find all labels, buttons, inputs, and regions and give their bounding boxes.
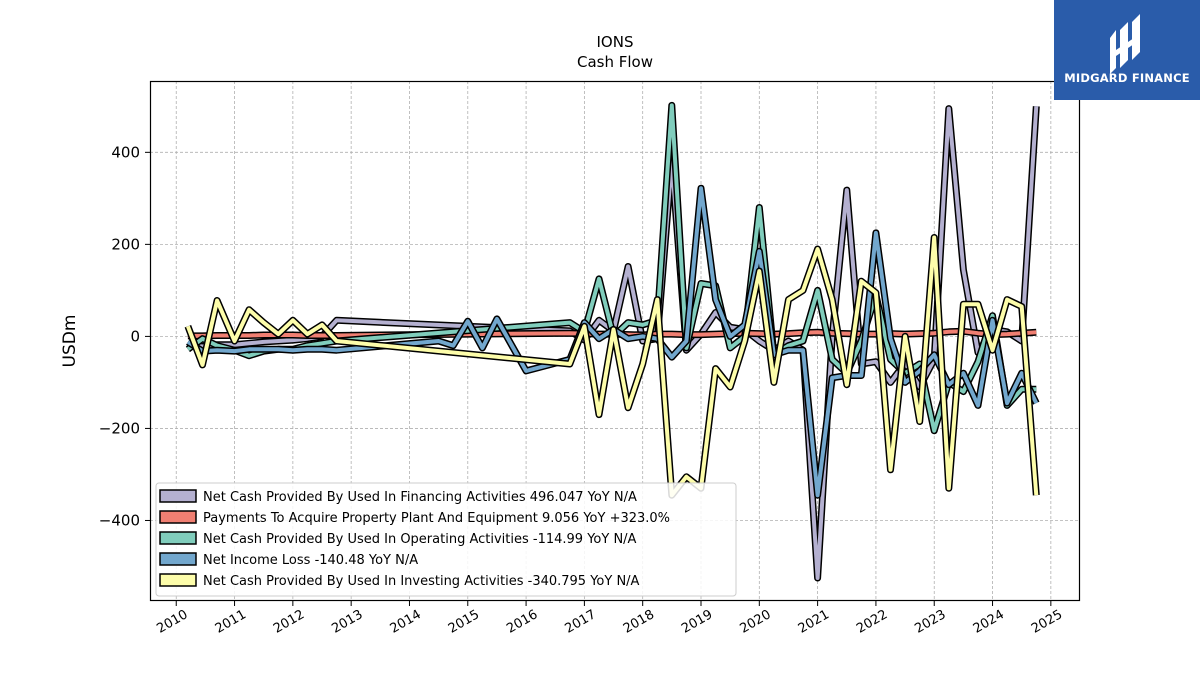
y-tick-label: −200 xyxy=(99,419,140,437)
legend-item: Net Income Loss -140.48 YoY N/A xyxy=(159,552,418,568)
legend-swatch xyxy=(159,489,197,503)
series-3 xyxy=(186,184,1040,499)
y-tick-label: 400 xyxy=(111,143,140,161)
legend-item: Net Cash Provided By Used In Investing A… xyxy=(159,573,640,589)
plot-frame xyxy=(149,80,1081,602)
series-lines xyxy=(184,101,1040,582)
legend-label: Net Cash Provided By Used In Financing A… xyxy=(203,490,637,505)
logo-crossbar xyxy=(1116,38,1134,56)
legend-item: Net Cash Provided By Used In Financing A… xyxy=(159,489,637,505)
series-line xyxy=(186,186,1039,498)
y-tick-label: 200 xyxy=(111,235,140,253)
y-tick-label: 0 xyxy=(130,327,140,345)
legend-swatch xyxy=(159,552,197,566)
brand-name: MIDGARD FINANCE xyxy=(1064,71,1190,85)
brand-logo: MIDGARD FINANCE xyxy=(1054,0,1200,100)
legend: Net Cash Provided By Used In Financing A… xyxy=(155,482,737,597)
legend-swatch xyxy=(159,573,197,587)
legend-label: Net Cash Provided By Used In Operating A… xyxy=(203,532,637,547)
logo-stroke-right xyxy=(1132,14,1140,60)
chart-title: IONS xyxy=(597,33,634,51)
series-line xyxy=(187,329,1037,338)
y-axis-ticks: 400 200 0 −200 −400 xyxy=(99,143,150,529)
legend-item: Payments To Acquire Property Plant And E… xyxy=(159,510,670,526)
logo-stroke-left xyxy=(1110,30,1116,74)
logo-mark-icon xyxy=(1054,0,1200,100)
legend-item: Net Cash Provided By Used In Operating A… xyxy=(159,531,637,547)
series-1 xyxy=(187,327,1037,340)
legend-label: Net Cash Provided By Used In Investing A… xyxy=(203,574,640,589)
y-tick-label: −400 xyxy=(99,511,140,529)
series-4 xyxy=(184,234,1040,499)
y-axis-label: USDm xyxy=(60,315,80,368)
legend-label: Payments To Acquire Property Plant And E… xyxy=(203,511,670,526)
legend-box xyxy=(155,482,737,597)
chart-subtitle: Cash Flow xyxy=(577,53,653,71)
series-line xyxy=(186,235,1039,498)
legend-swatch xyxy=(159,531,197,545)
legend-swatch xyxy=(159,510,197,524)
legend-label: Net Income Loss -140.48 YoY N/A xyxy=(203,553,418,568)
